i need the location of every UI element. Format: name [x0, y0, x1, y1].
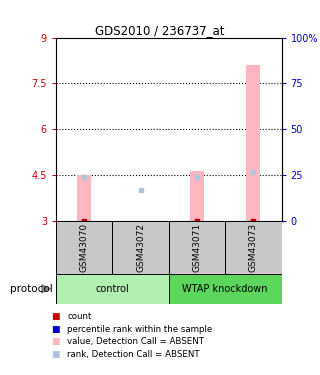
- Bar: [225, 221, 282, 274]
- Bar: [56, 274, 169, 304]
- Bar: [77, 176, 91, 221]
- Bar: [169, 221, 225, 274]
- Text: control: control: [96, 284, 129, 294]
- Text: value, Detection Call = ABSENT: value, Detection Call = ABSENT: [67, 337, 204, 346]
- Text: count: count: [67, 312, 92, 321]
- Bar: [190, 171, 204, 221]
- Text: ■: ■: [51, 350, 60, 358]
- Text: WTAP knockdown: WTAP knockdown: [182, 284, 268, 294]
- Text: ■: ■: [51, 312, 60, 321]
- Text: protocol: protocol: [10, 284, 52, 294]
- Bar: [169, 274, 282, 304]
- Text: GSM43073: GSM43073: [249, 223, 258, 272]
- Text: GSM43070: GSM43070: [80, 223, 89, 272]
- Bar: [112, 221, 169, 274]
- Text: GSM43072: GSM43072: [136, 223, 145, 272]
- Text: GDS2010 / 236737_at: GDS2010 / 236737_at: [95, 24, 225, 38]
- Bar: [56, 221, 112, 274]
- Text: ■: ■: [51, 337, 60, 346]
- Text: GSM43071: GSM43071: [193, 223, 202, 272]
- Bar: [246, 65, 260, 221]
- Text: ■: ■: [51, 325, 60, 334]
- Text: rank, Detection Call = ABSENT: rank, Detection Call = ABSENT: [67, 350, 200, 358]
- Text: percentile rank within the sample: percentile rank within the sample: [67, 325, 212, 334]
